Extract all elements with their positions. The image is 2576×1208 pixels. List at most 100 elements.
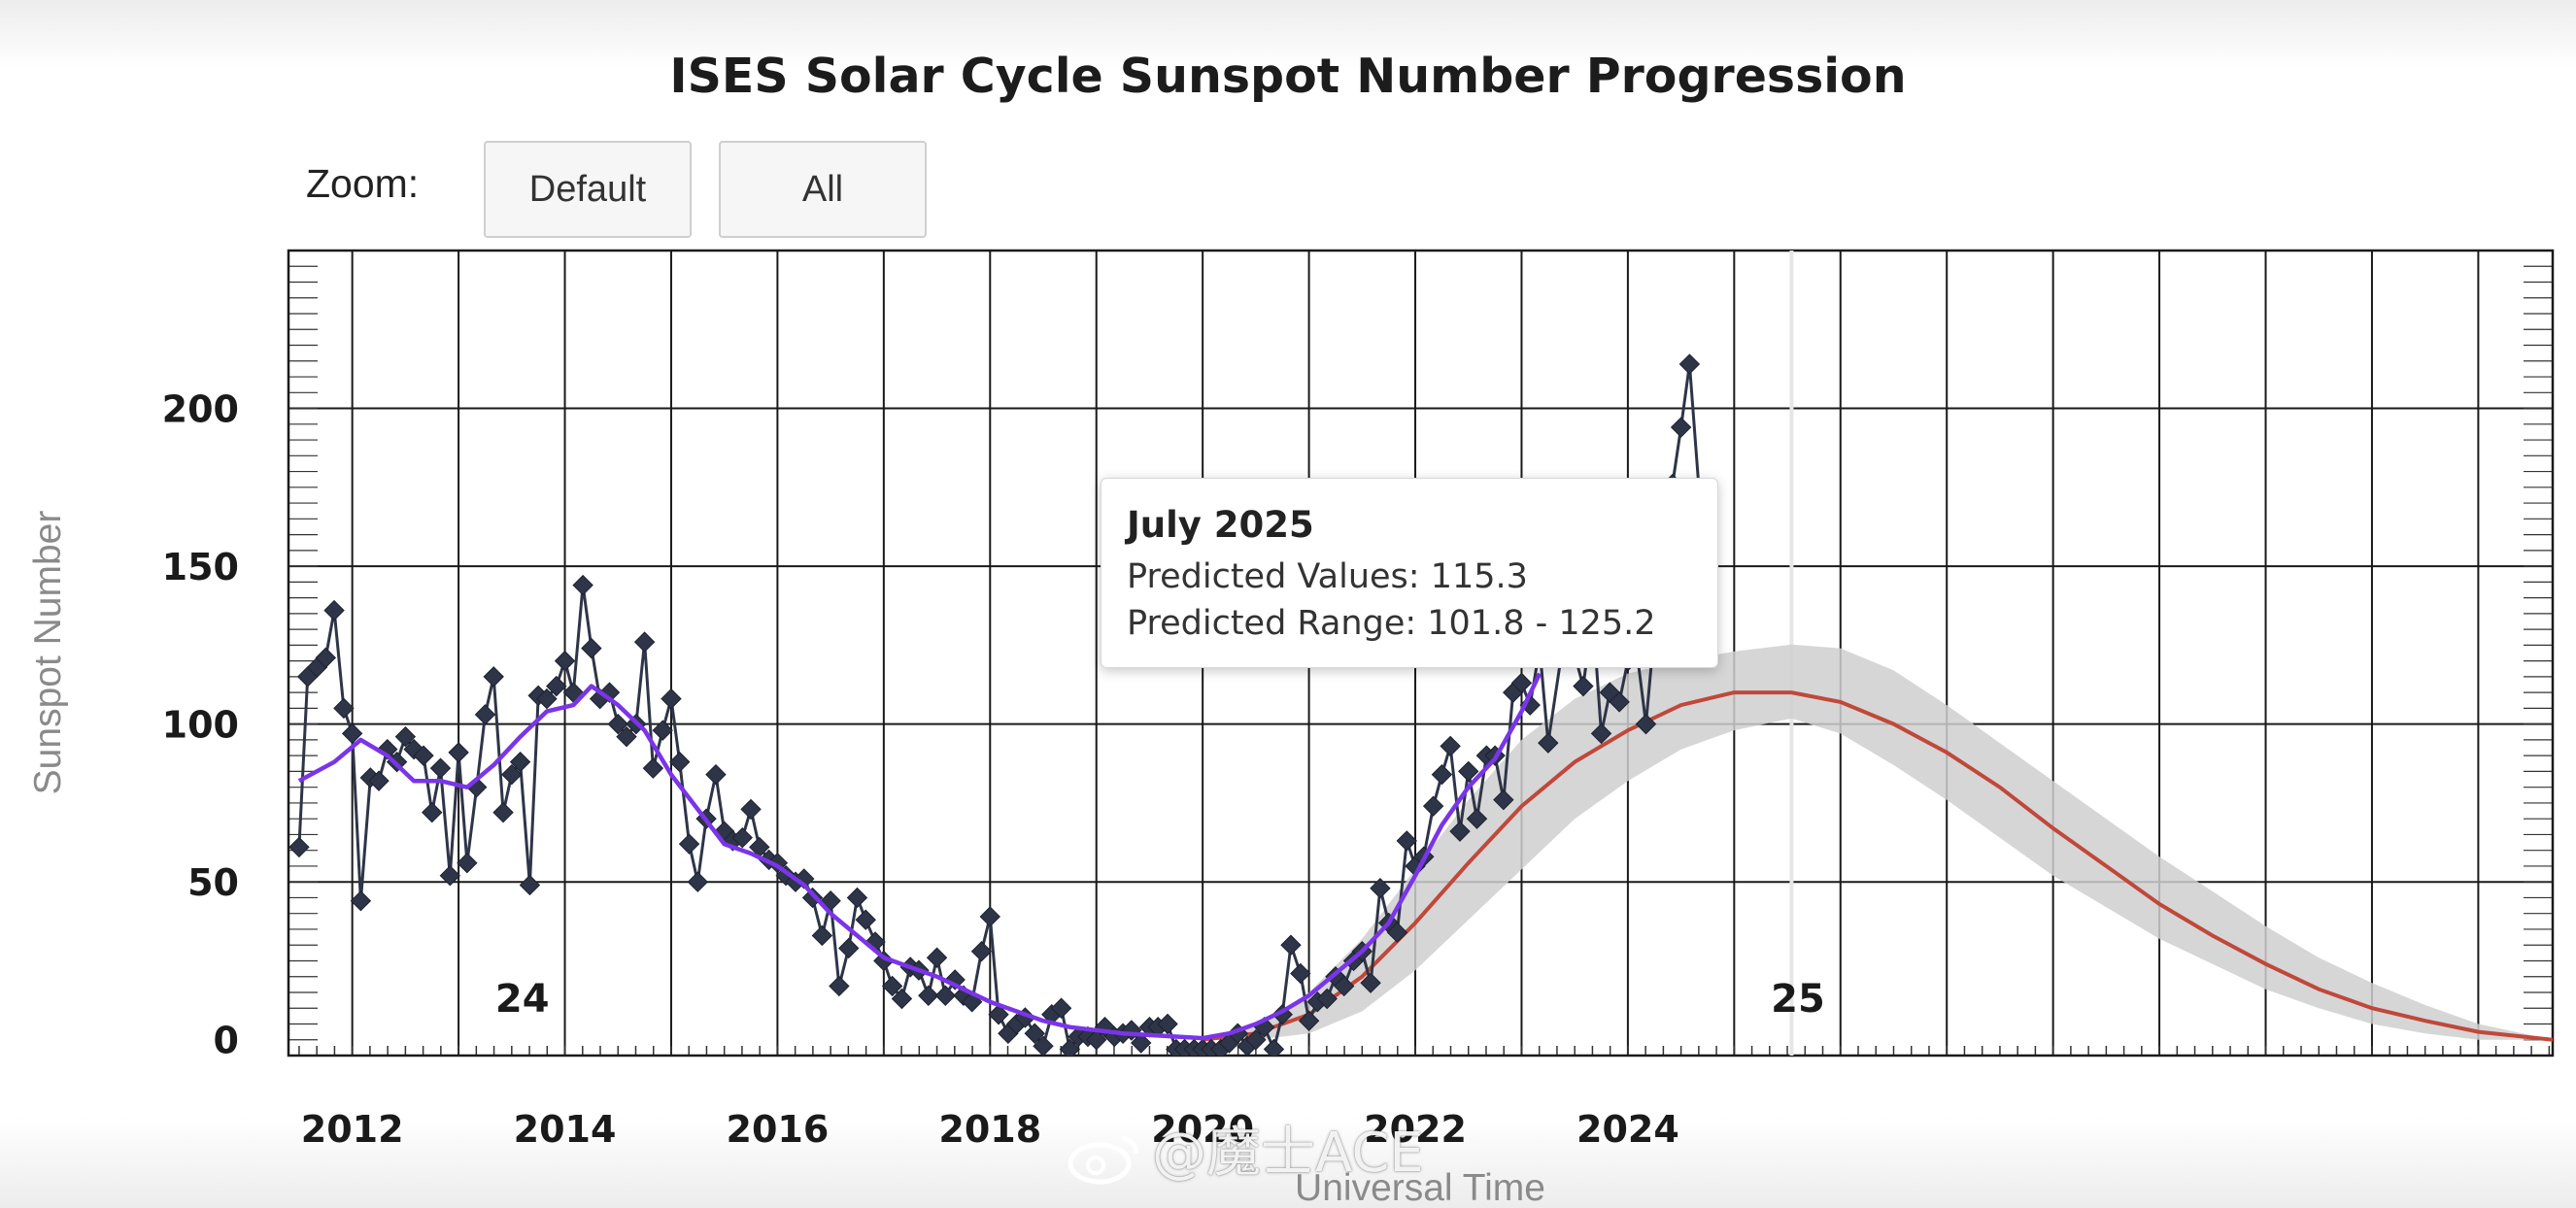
- predicted-line: [1202, 690, 2553, 1042]
- y-tick-label: 50: [187, 861, 239, 904]
- observed-point: [633, 631, 656, 653]
- observed-point: [546, 675, 567, 697]
- observed-point: [554, 650, 576, 672]
- watermark-text: @魔士ACE: [1152, 1122, 1424, 1185]
- observed-point: [1157, 1013, 1178, 1035]
- observed-point: [846, 887, 868, 909]
- observed-point: [705, 763, 727, 786]
- observed-point: [483, 666, 504, 688]
- y-tick-label: 200: [162, 388, 239, 431]
- x-tick-label: 2024: [1576, 1108, 1679, 1151]
- observed-point: [1590, 722, 1612, 745]
- observed-point: [1263, 1038, 1285, 1056]
- plot-series-group: [288, 353, 2553, 1056]
- observed-point: [394, 725, 417, 748]
- observed-point: [1458, 760, 1479, 783]
- observed-point: [881, 975, 903, 997]
- observed-point: [616, 725, 637, 748]
- x-tick-label: 2022: [1364, 1108, 1467, 1151]
- observed-point: [970, 941, 993, 962]
- observed-point: [1510, 672, 1533, 694]
- observed-point: [678, 833, 700, 855]
- observed-point: [944, 969, 966, 990]
- x-tick-label: 2016: [727, 1108, 830, 1151]
- tooltip-title: July 2025: [1127, 504, 1314, 546]
- observed-point: [315, 647, 337, 669]
- observed-point: [429, 757, 452, 779]
- observed-point: [1538, 732, 1559, 754]
- observed-point: [1431, 763, 1453, 786]
- observed-point: [581, 637, 602, 659]
- observed-point: [811, 924, 833, 947]
- observed-point: [801, 887, 824, 909]
- smoothed-line: [297, 672, 1542, 1041]
- observed-point: [918, 985, 939, 1006]
- x-axis-label: Universal Time: [1295, 1167, 1545, 1208]
- observed-point: [501, 763, 523, 786]
- zoom-default-button[interactable]: Default: [484, 141, 692, 238]
- observed-point: [492, 801, 514, 823]
- chart-title: ISES Solar Cycle Sunspot Number Progress…: [669, 49, 1907, 104]
- zoom-label: Zoom:: [306, 161, 420, 206]
- weibo-logo-icon: [1068, 1135, 1139, 1185]
- chart-tooltip: July 2025 Predicted Values: 115.3 Predic…: [1101, 478, 1718, 668]
- observed-point: [1678, 353, 1701, 375]
- observed-point: [323, 599, 345, 621]
- tooltip-predicted-range: Predicted Range: 101.8 - 125.2: [1127, 604, 1656, 643]
- watermark: @魔士ACE: [1067, 1109, 1424, 1188]
- observed-point: [1033, 1035, 1054, 1056]
- observed-point: [740, 798, 762, 821]
- observed-point: [1086, 1029, 1107, 1051]
- observed-point: [457, 852, 478, 874]
- observed-point: [1493, 789, 1514, 811]
- observed-point: [1316, 988, 1338, 1010]
- observed-point: [926, 947, 948, 968]
- observed-point: [1130, 1032, 1152, 1054]
- observed-point: [288, 836, 310, 858]
- observed-point: [519, 874, 541, 896]
- x-tick-label: 2014: [514, 1108, 617, 1151]
- y-tick-label: 150: [162, 546, 239, 588]
- observed-point: [1386, 922, 1408, 943]
- observed-point: [1245, 1029, 1267, 1051]
- observed-point: [341, 722, 363, 745]
- observed-point: [368, 770, 390, 791]
- observed-point: [1573, 675, 1594, 697]
- observed-point: [1440, 735, 1461, 757]
- observed-point: [536, 688, 558, 710]
- observed-point: [1280, 934, 1302, 956]
- observed-point: [1609, 691, 1630, 713]
- x-tick-label: 2020: [1151, 1108, 1254, 1151]
- observed-point: [1050, 997, 1072, 1019]
- observed-point: [474, 704, 496, 725]
- zoom-all-button[interactable]: All: [719, 141, 927, 238]
- observed-point: [1059, 1038, 1081, 1056]
- observed-point: [422, 801, 443, 823]
- observed-point: [1290, 962, 1311, 985]
- observed-point: [1370, 877, 1391, 899]
- observed-point: [607, 713, 628, 735]
- observed-point: [661, 688, 682, 710]
- observed-line: [297, 363, 1701, 1055]
- observed-point: [1298, 1010, 1320, 1031]
- x-tick-label: 2012: [301, 1108, 404, 1151]
- y-axis-label: Sunspot Number: [27, 511, 69, 795]
- cycle-label: 24: [495, 977, 550, 1022]
- observed-point: [829, 975, 850, 997]
- observed-point: [1422, 795, 1444, 817]
- cycle-label: 25: [1771, 977, 1825, 1022]
- observed-point: [448, 742, 469, 763]
- observed-point: [979, 906, 1000, 927]
- observed-point: [731, 826, 754, 849]
- observed-point: [1360, 972, 1381, 993]
- observed-point: [1635, 713, 1657, 735]
- observed-point: [509, 751, 531, 773]
- plot-frame: [287, 249, 2555, 1057]
- y-tick-label: 100: [162, 704, 239, 747]
- observed-point: [642, 757, 664, 779]
- observed-point: [1024, 1023, 1045, 1044]
- observed-point: [333, 697, 355, 720]
- tooltip-predicted-values: Predicted Values: 115.3: [1127, 557, 1528, 596]
